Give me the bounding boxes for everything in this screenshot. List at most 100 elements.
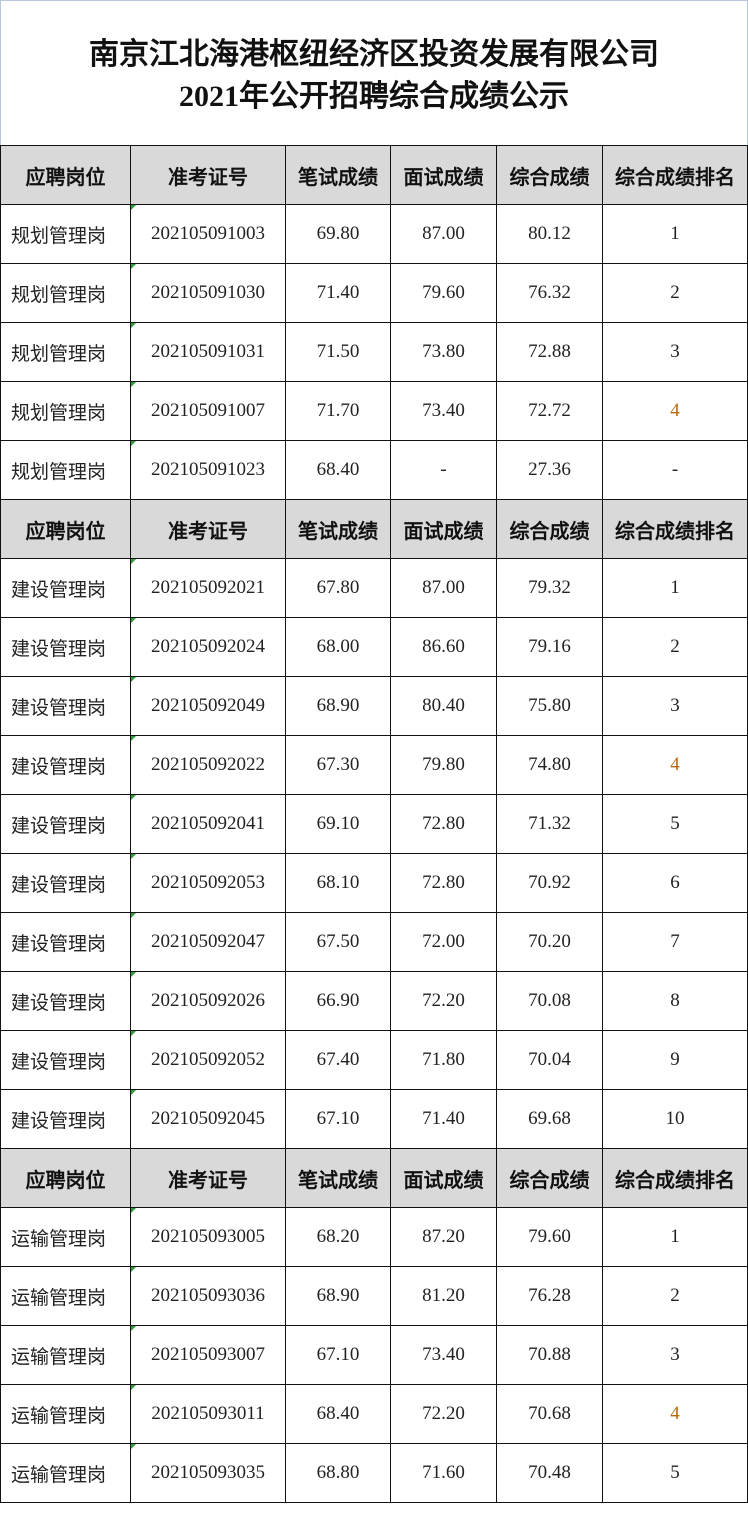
cell-exam-id: 202105093011 (130, 1384, 286, 1444)
cell-exam-id: 202105092045 (130, 1089, 286, 1149)
cell-position: 建设管理岗 (0, 794, 131, 854)
table-row: 运输管理岗 202105093005 68.20 87.20 79.60 1 (0, 1207, 748, 1267)
header-row: 应聘岗位 准考证号 笔试成绩 面试成绩 综合成绩 综合成绩排名 (0, 1148, 748, 1208)
cell-rank: 7 (602, 912, 748, 972)
cell-interview-score: 71.40 (390, 1089, 497, 1149)
cell-exam-id: 202105092026 (130, 971, 286, 1031)
cell-written-score: 68.40 (285, 440, 391, 500)
table-row: 规划管理岗 202105091031 71.50 73.80 72.88 3 (0, 322, 748, 382)
table-row: 建设管理岗 202105092045 67.10 71.40 69.68 10 (0, 1089, 748, 1149)
cell-total-score: 74.80 (496, 735, 603, 795)
table-row: 运输管理岗 202105093035 68.80 71.60 70.48 5 (0, 1443, 748, 1503)
cell-position: 建设管理岗 (0, 558, 131, 618)
cell-interview-score: 72.80 (390, 853, 497, 913)
cell-written-score: 71.50 (285, 322, 391, 382)
cell-interview-score: 72.20 (390, 971, 497, 1031)
cell-position: 建设管理岗 (0, 1030, 131, 1090)
cell-total-score: 70.88 (496, 1325, 603, 1385)
cell-total-score: 70.04 (496, 1030, 603, 1090)
table-row: 建设管理岗 202105092041 69.10 72.80 71.32 5 (0, 794, 748, 854)
cell-interview-score: - (390, 440, 497, 500)
cell-position: 运输管理岗 (0, 1207, 131, 1267)
title-line-2: 2021年公开招聘综合成绩公示 (179, 80, 569, 113)
cell-rank: 1 (602, 1207, 748, 1267)
cell-written-score: 68.80 (285, 1443, 391, 1503)
table-row: 建设管理岗 202105092052 67.40 71.80 70.04 9 (0, 1030, 748, 1090)
header-cell-interview-score: 面试成绩 (390, 145, 497, 205)
cell-written-score: 68.00 (285, 617, 391, 677)
header-cell-interview-score: 面试成绩 (390, 1148, 497, 1208)
cell-rank: 1 (602, 204, 748, 264)
cell-exam-id: 202105091031 (130, 322, 286, 382)
header-cell-rank: 综合成绩排名 (602, 145, 748, 205)
cell-rank: 5 (602, 1443, 748, 1503)
cell-interview-score: 73.40 (390, 381, 497, 441)
cell-written-score: 67.10 (285, 1325, 391, 1385)
cell-interview-score: 73.40 (390, 1325, 497, 1385)
cell-total-score: 70.20 (496, 912, 603, 972)
cell-exam-id: 202105091030 (130, 263, 286, 323)
cell-interview-score: 73.80 (390, 322, 497, 382)
table-row: 建设管理岗 202105092024 68.00 86.60 79.16 2 (0, 617, 748, 677)
header-cell-position: 应聘岗位 (0, 499, 131, 559)
cell-rank: 2 (602, 1266, 748, 1326)
cell-written-score: 67.30 (285, 735, 391, 795)
cell-exam-id: 202105093007 (130, 1325, 286, 1385)
header-cell-interview-score: 面试成绩 (390, 499, 497, 559)
header-cell-position: 应聘岗位 (0, 1148, 131, 1208)
table-row: 建设管理岗 202105092047 67.50 72.00 70.20 7 (0, 912, 748, 972)
cell-position: 建设管理岗 (0, 1089, 131, 1149)
cell-total-score: 76.32 (496, 263, 603, 323)
cell-exam-id: 202105093005 (130, 1207, 286, 1267)
cell-interview-score: 72.20 (390, 1384, 497, 1444)
title-line-1: 南京江北海港枢纽经济区投资发展有限公司 (89, 38, 659, 71)
cell-written-score: 68.20 (285, 1207, 391, 1267)
cell-position: 建设管理岗 (0, 735, 131, 795)
cell-position: 建设管理岗 (0, 971, 131, 1031)
cell-exam-id: 202105091023 (130, 440, 286, 500)
cell-rank: 8 (602, 971, 748, 1031)
cell-exam-id: 202105092052 (130, 1030, 286, 1090)
cell-position: 建设管理岗 (0, 912, 131, 972)
cell-total-score: 79.60 (496, 1207, 603, 1267)
cell-interview-score: 71.80 (390, 1030, 497, 1090)
cell-interview-score: 79.80 (390, 735, 497, 795)
cell-total-score: 79.16 (496, 617, 603, 677)
table-row: 运输管理岗 202105093011 68.40 72.20 70.68 4 (0, 1384, 748, 1444)
table-row: 规划管理岗 202105091003 69.80 87.00 80.12 1 (0, 204, 748, 264)
header-row: 应聘岗位 准考证号 笔试成绩 面试成绩 综合成绩 综合成绩排名 (0, 145, 748, 205)
cell-interview-score: 80.40 (390, 676, 497, 736)
cell-rank: 9 (602, 1030, 748, 1090)
cell-total-score: 75.80 (496, 676, 603, 736)
header-cell-written-score: 笔试成绩 (285, 145, 391, 205)
cell-total-score: 69.68 (496, 1089, 603, 1149)
cell-interview-score: 87.00 (390, 204, 497, 264)
cell-exam-id: 202105093036 (130, 1266, 286, 1326)
cell-exam-id: 202105091007 (130, 381, 286, 441)
cell-interview-score: 81.20 (390, 1266, 497, 1326)
cell-total-score: 70.92 (496, 853, 603, 913)
cell-interview-score: 72.80 (390, 794, 497, 854)
cell-written-score: 67.10 (285, 1089, 391, 1149)
cell-exam-id: 202105092049 (130, 676, 286, 736)
header-cell-rank: 综合成绩排名 (602, 499, 748, 559)
cell-interview-score: 87.00 (390, 558, 497, 618)
cell-interview-score: 87.20 (390, 1207, 497, 1267)
table-row: 建设管理岗 202105092053 68.10 72.80 70.92 6 (0, 853, 748, 913)
cell-written-score: 67.80 (285, 558, 391, 618)
cell-rank: 4 (602, 735, 748, 795)
cell-written-score: 67.50 (285, 912, 391, 972)
table-row: 规划管理岗 202105091023 68.40-27.36- (0, 440, 748, 500)
cell-exam-id: 202105092024 (130, 617, 286, 677)
cell-rank: 4 (602, 381, 748, 441)
header-cell-total-score: 综合成绩 (496, 499, 603, 559)
cell-position: 规划管理岗 (0, 381, 131, 441)
header-cell-written-score: 笔试成绩 (285, 1148, 391, 1208)
table-row: 规划管理岗 202105091007 71.70 73.40 72.72 4 (0, 381, 748, 441)
cell-position: 规划管理岗 (0, 204, 131, 264)
cell-rank: - (602, 440, 748, 500)
cell-total-score: 72.88 (496, 322, 603, 382)
cell-interview-score: 72.00 (390, 912, 497, 972)
cell-exam-id: 202105092041 (130, 794, 286, 854)
table-row: 运输管理岗 202105093007 67.10 73.40 70.88 3 (0, 1325, 748, 1385)
